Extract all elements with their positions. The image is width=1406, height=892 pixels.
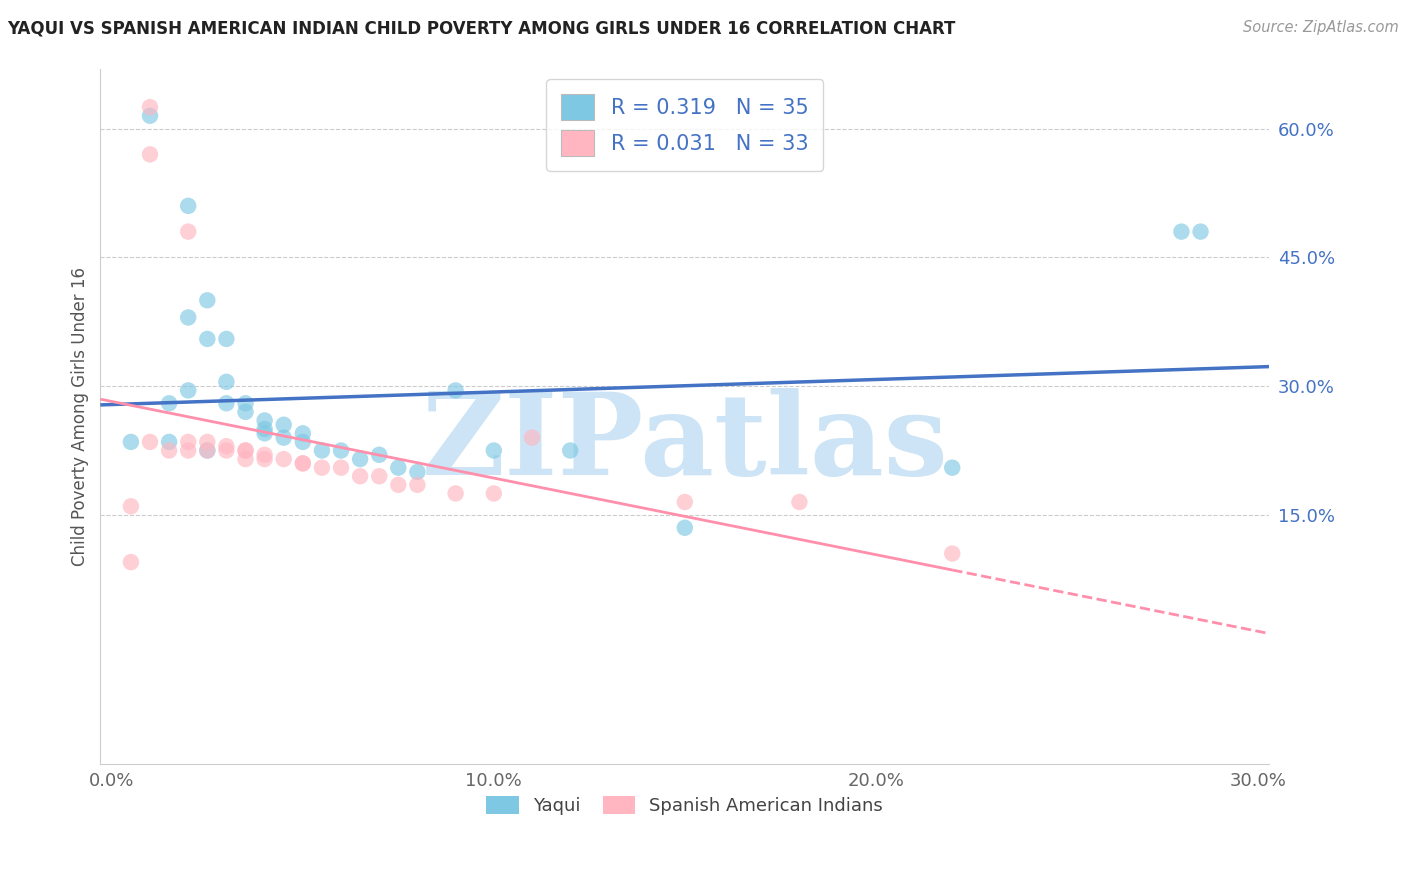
Point [406, 465, 429, 479]
Point [139, 147, 162, 161]
Point [253, 448, 276, 462]
Point [368, 448, 391, 462]
Point [291, 426, 314, 441]
Point [177, 310, 200, 325]
Point [1189, 225, 1212, 239]
Point [177, 434, 200, 449]
Point [349, 452, 371, 467]
Point [139, 434, 162, 449]
Point [195, 434, 218, 449]
Text: Source: ZipAtlas.com: Source: ZipAtlas.com [1243, 20, 1399, 35]
Point [482, 443, 505, 458]
Point [291, 456, 314, 470]
Point [406, 478, 429, 492]
Point [273, 431, 295, 445]
Point [387, 460, 409, 475]
Point [235, 452, 257, 467]
Point [177, 443, 200, 458]
Text: ZIPatlas: ZIPatlas [422, 389, 948, 500]
Point [177, 199, 200, 213]
Y-axis label: Child Poverty Among Girls Under 16: Child Poverty Among Girls Under 16 [72, 267, 89, 566]
Point [139, 100, 162, 114]
Point [139, 109, 162, 123]
Legend: Yaqui, Spanish American Indians: Yaqui, Spanish American Indians [478, 787, 893, 824]
Point [368, 469, 391, 483]
Point [387, 478, 409, 492]
Point [215, 375, 238, 389]
Point [444, 384, 467, 398]
Point [120, 434, 142, 449]
Point [215, 439, 238, 453]
Point [311, 460, 333, 475]
Point [941, 460, 963, 475]
Point [311, 443, 333, 458]
Point [520, 431, 543, 445]
Point [253, 422, 276, 436]
Point [253, 452, 276, 467]
Point [235, 405, 257, 419]
Point [215, 396, 238, 410]
Point [177, 384, 200, 398]
Point [330, 460, 353, 475]
Point [941, 547, 963, 561]
Point [444, 486, 467, 500]
Point [253, 426, 276, 441]
Point [673, 495, 696, 509]
Point [253, 413, 276, 427]
Point [195, 293, 218, 308]
Point [215, 443, 238, 458]
Point [349, 469, 371, 483]
Point [157, 443, 180, 458]
Point [330, 443, 353, 458]
Point [235, 396, 257, 410]
Point [120, 500, 142, 514]
Point [177, 225, 200, 239]
Point [235, 443, 257, 458]
Point [195, 443, 218, 458]
Point [195, 332, 218, 346]
Point [560, 443, 582, 458]
Point [215, 332, 238, 346]
Point [273, 417, 295, 432]
Point [157, 396, 180, 410]
Point [157, 434, 180, 449]
Point [789, 495, 811, 509]
Point [482, 486, 505, 500]
Point [120, 555, 142, 569]
Point [291, 456, 314, 470]
Point [291, 434, 314, 449]
Point [195, 443, 218, 458]
Point [273, 452, 295, 467]
Text: YAQUI VS SPANISH AMERICAN INDIAN CHILD POVERTY AMONG GIRLS UNDER 16 CORRELATION : YAQUI VS SPANISH AMERICAN INDIAN CHILD P… [7, 20, 956, 37]
Point [235, 443, 257, 458]
Point [1170, 225, 1192, 239]
Point [673, 521, 696, 535]
